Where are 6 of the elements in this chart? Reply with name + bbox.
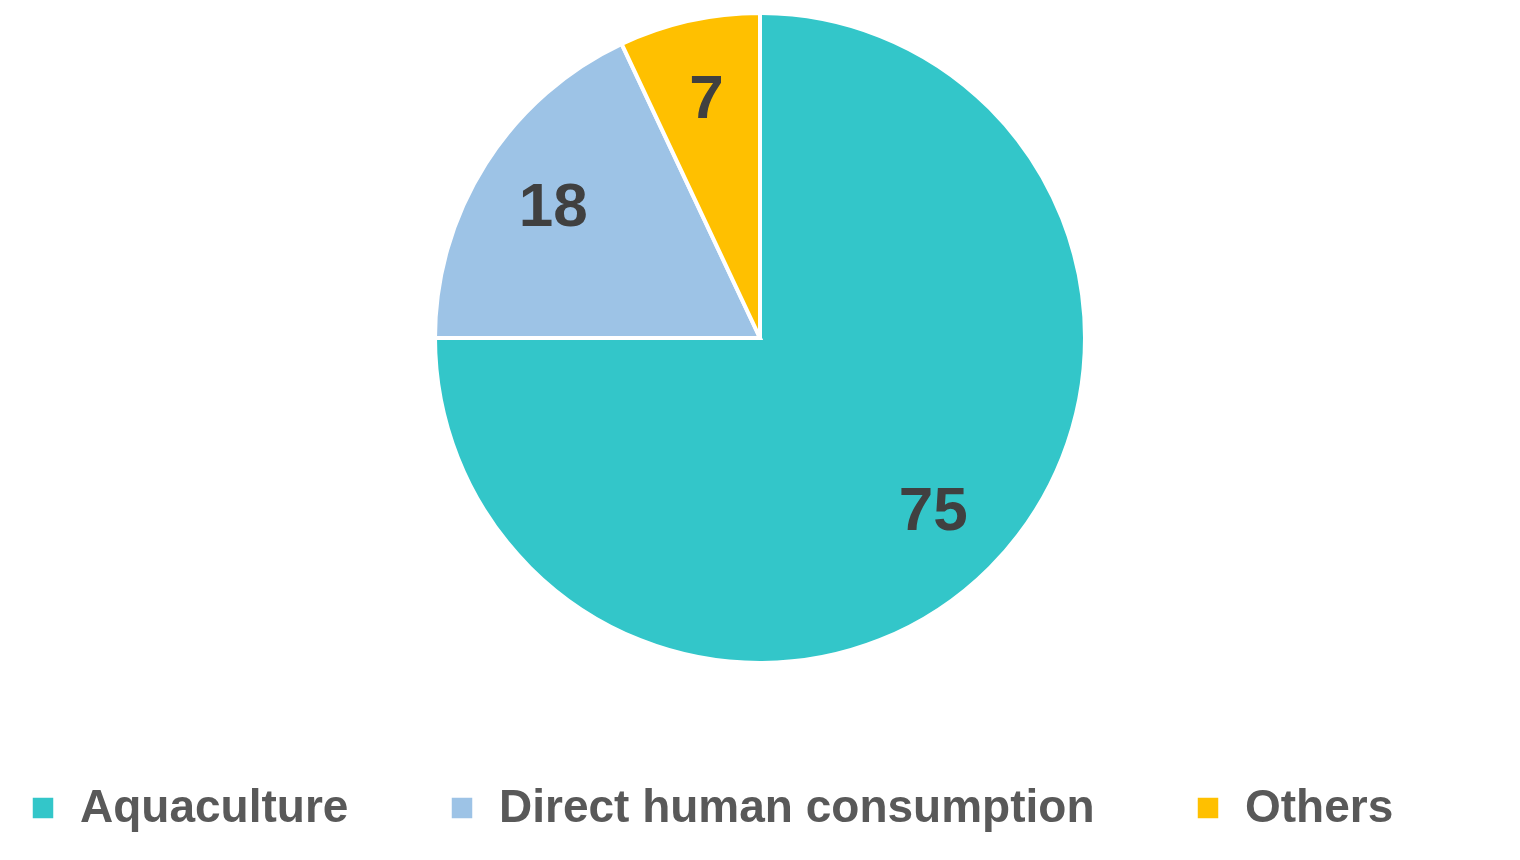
legend-label: Direct human consumption bbox=[499, 780, 1095, 832]
legend-label: Aquaculture bbox=[80, 780, 349, 832]
data-label: 18 bbox=[518, 169, 588, 239]
legend-label: Others bbox=[1245, 780, 1394, 832]
data-label: 75 bbox=[898, 474, 968, 544]
data-label: 7 bbox=[689, 61, 724, 131]
